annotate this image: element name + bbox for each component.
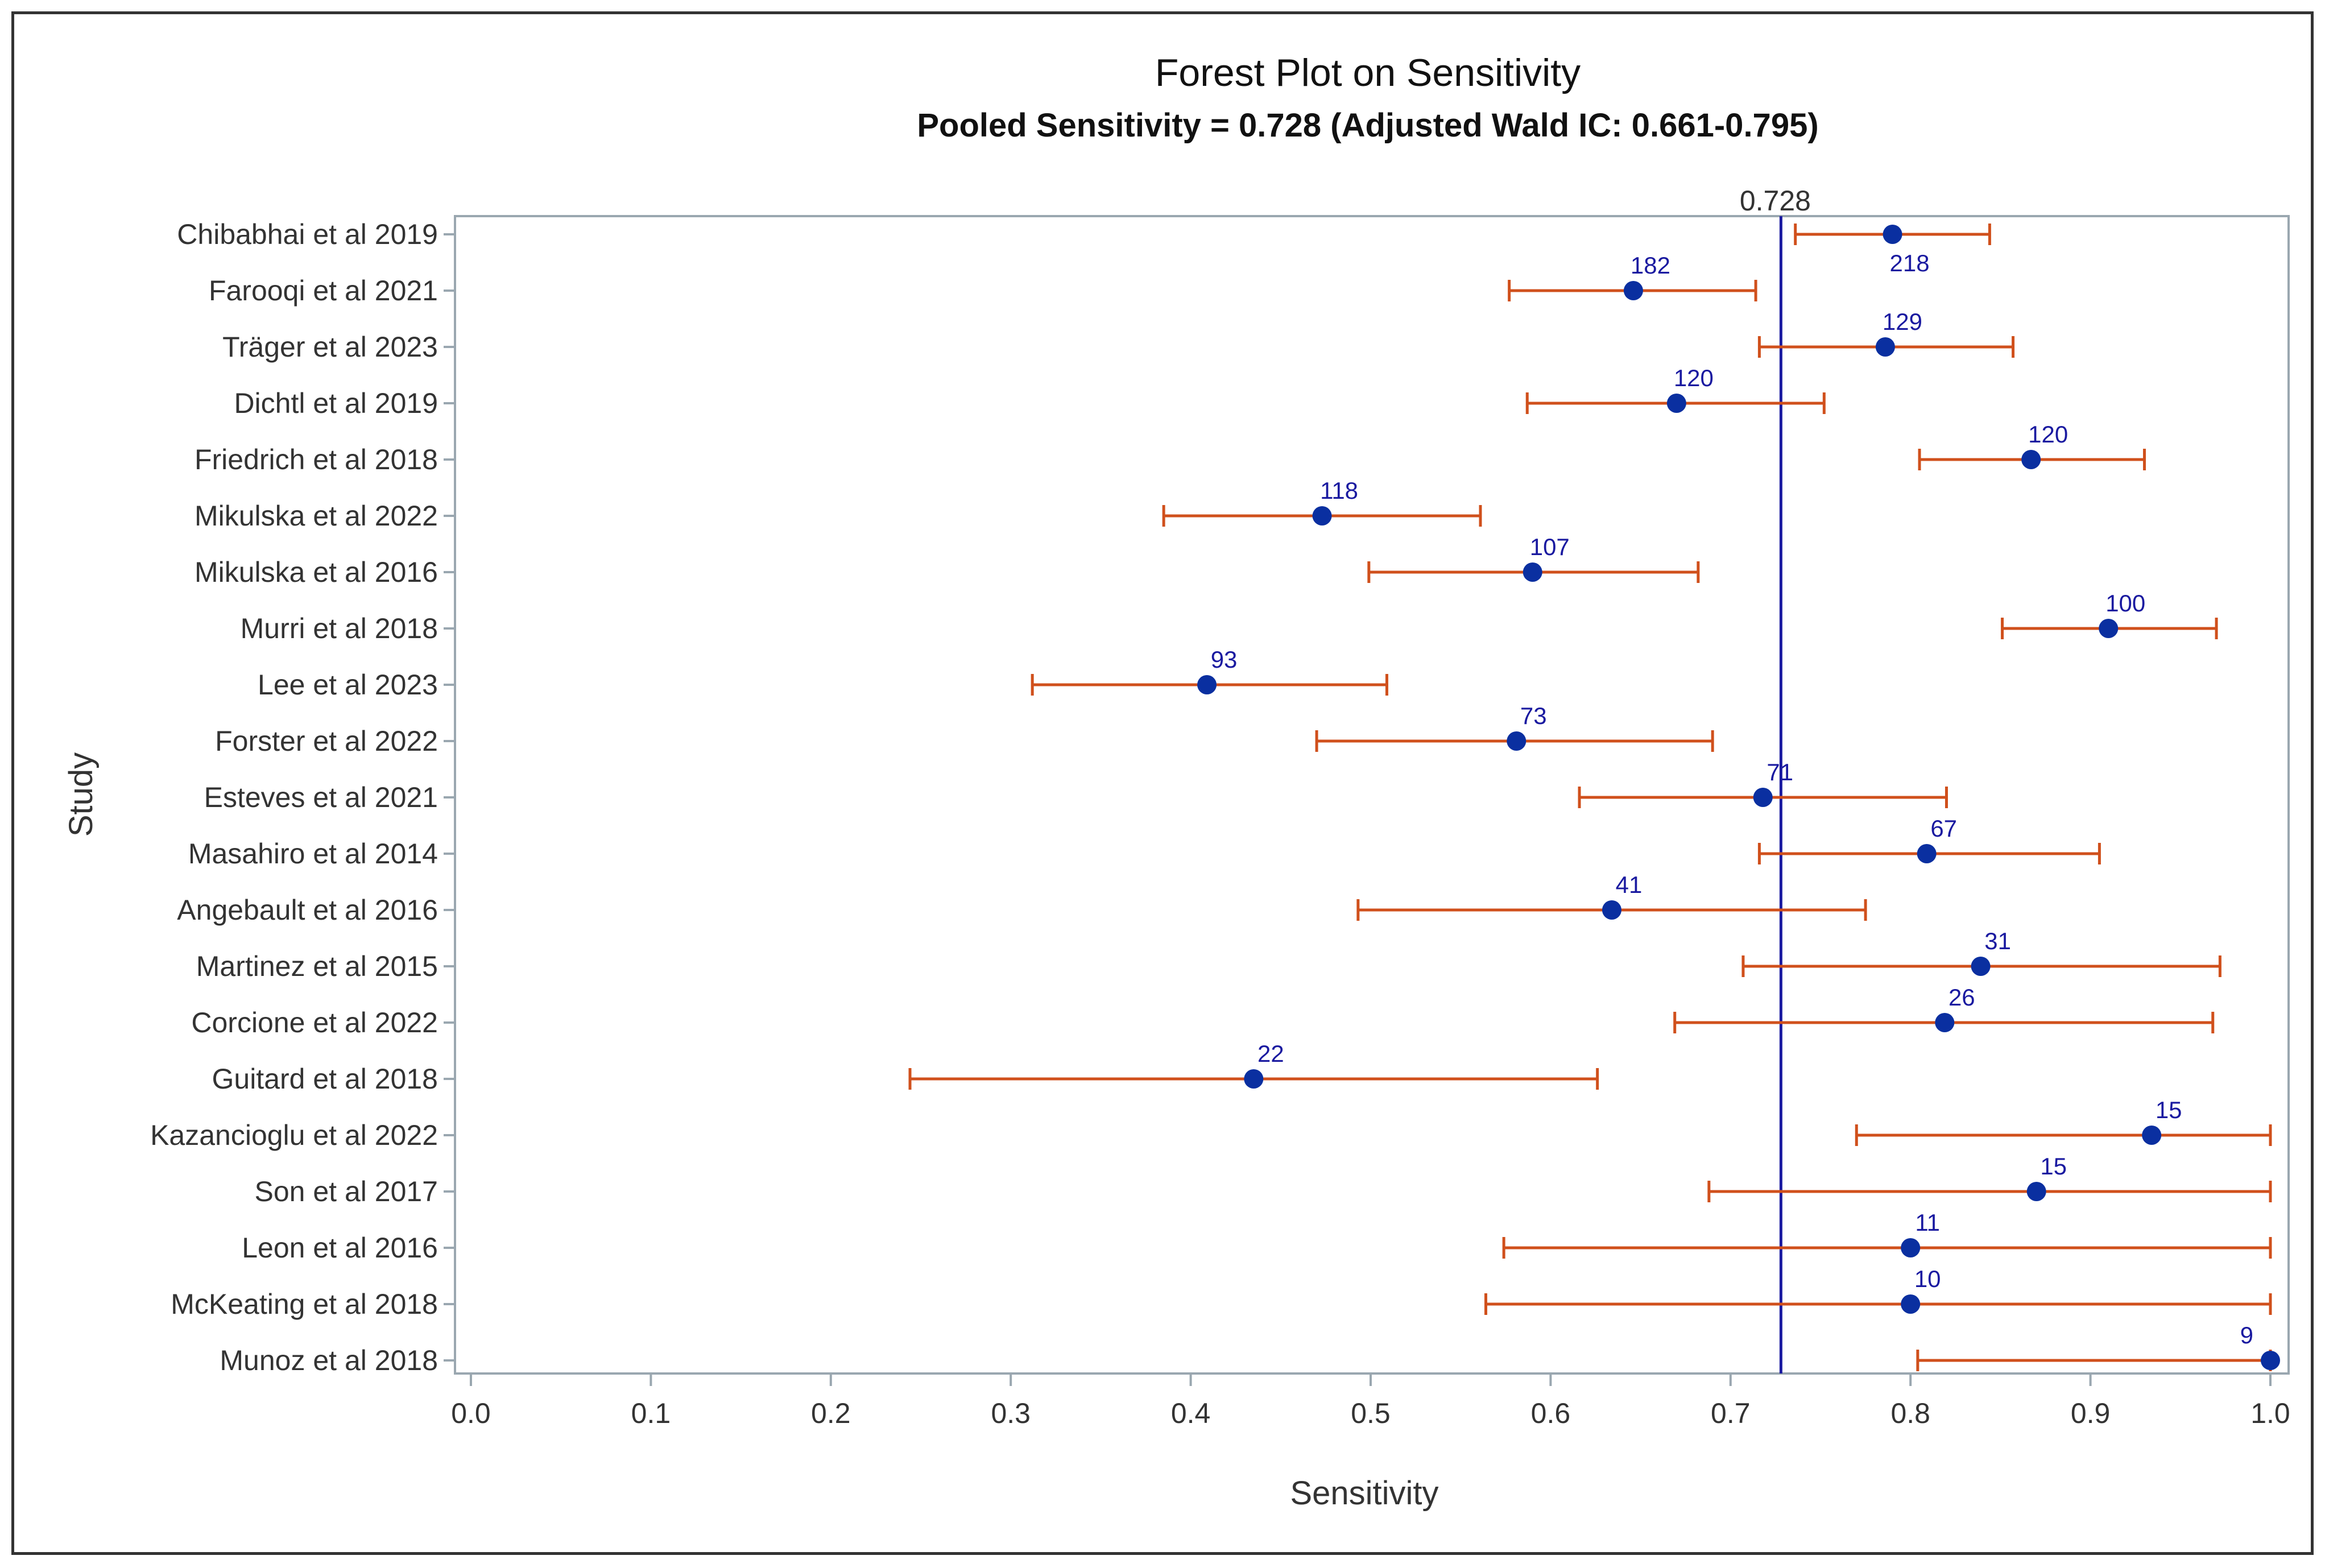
study-label: Masahiro et al 2014 bbox=[188, 838, 438, 870]
x-tick-label: 0.4 bbox=[1171, 1397, 1211, 1429]
y-axis-label: Study bbox=[63, 752, 100, 837]
sample-size-label: 22 bbox=[1257, 1040, 1284, 1067]
sample-size-label: 15 bbox=[2040, 1153, 2067, 1180]
sample-size-label: 9 bbox=[2240, 1322, 2253, 1348]
point-estimate bbox=[1753, 788, 1773, 807]
point-estimate bbox=[1244, 1069, 1264, 1089]
study-label: Mikulska et al 2016 bbox=[195, 556, 438, 588]
x-tick-label: 0.0 bbox=[451, 1397, 491, 1429]
study-label: Kazancioglu et al 2022 bbox=[150, 1119, 438, 1151]
sample-size-label: 120 bbox=[1674, 365, 1714, 391]
point-estimate bbox=[1901, 1294, 1921, 1314]
figure-frame: Forest Plot on Sensitivity Pooled Sensit… bbox=[11, 11, 2314, 1555]
point-estimate bbox=[2142, 1126, 2162, 1145]
sample-size-label: 100 bbox=[2105, 590, 2145, 617]
point-estimate bbox=[1602, 900, 1621, 920]
sample-size-label: 182 bbox=[1631, 252, 1670, 279]
sample-size-label: 11 bbox=[1915, 1209, 1940, 1236]
point-estimate bbox=[1917, 844, 1937, 863]
point-estimate bbox=[2021, 450, 2041, 469]
point-estimate bbox=[1901, 1238, 1921, 1257]
point-estimate bbox=[1623, 281, 1643, 300]
forest-plot: Forest Plot on Sensitivity Pooled Sensit… bbox=[63, 51, 2290, 1512]
sample-size-label: 15 bbox=[2156, 1097, 2182, 1123]
sample-size-label: 73 bbox=[1520, 702, 1547, 729]
x-tick-label: 0.3 bbox=[991, 1397, 1031, 1429]
sample-size-label: 31 bbox=[1984, 928, 2011, 954]
x-tick-label: 0.2 bbox=[811, 1397, 851, 1429]
sample-size-label: 118 bbox=[1320, 477, 1358, 504]
study-label: Forster et al 2022 bbox=[215, 725, 438, 757]
point-estimate bbox=[2099, 619, 2119, 638]
point-estimate bbox=[2026, 1182, 2046, 1201]
sample-size-label: 107 bbox=[1530, 533, 1570, 560]
point-estimate bbox=[1875, 337, 1895, 357]
x-tick-label: 0.7 bbox=[1711, 1397, 1751, 1429]
sample-size-label: 10 bbox=[1914, 1265, 1941, 1292]
study-label: Corcione et al 2022 bbox=[191, 1007, 438, 1039]
plot-area bbox=[454, 215, 2290, 1375]
chart-title: Forest Plot on Sensitivity bbox=[1155, 51, 1581, 94]
study-label: Dichtl et al 2019 bbox=[234, 387, 438, 419]
x-tick-label: 0.6 bbox=[1531, 1397, 1571, 1429]
point-estimate bbox=[1935, 1013, 1955, 1032]
sample-size-label: 71 bbox=[1766, 759, 1793, 785]
sample-size-label: 41 bbox=[1616, 871, 1643, 898]
sample-size-label: 93 bbox=[1211, 646, 1238, 673]
study-label: Son et al 2017 bbox=[255, 1176, 438, 1207]
sample-size-label: 129 bbox=[1883, 308, 1922, 335]
study-label: Martinez et al 2015 bbox=[196, 950, 438, 982]
study-label: Leon et al 2016 bbox=[242, 1232, 438, 1264]
study-label: Farooqi et al 2021 bbox=[209, 275, 438, 307]
study-label: McKeating et al 2018 bbox=[171, 1288, 438, 1320]
study-label: Munoz et al 2018 bbox=[220, 1344, 438, 1376]
point-estimate bbox=[1971, 957, 1991, 976]
study-label: Mikulska et al 2022 bbox=[195, 500, 438, 532]
chart-subtitle: Pooled Sensitivity = 0.728 (Adjusted Wal… bbox=[917, 107, 1818, 144]
study-label: Murri et al 2018 bbox=[241, 613, 438, 644]
study-label: Friedrich et al 2018 bbox=[195, 444, 438, 475]
study-label: Esteves et al 2021 bbox=[204, 781, 438, 813]
study-label: Guitard et al 2018 bbox=[212, 1063, 438, 1095]
study-label: Angebault et al 2016 bbox=[177, 894, 438, 926]
x-tick-label: 0.5 bbox=[1351, 1397, 1391, 1429]
x-tick-label: 0.9 bbox=[2071, 1397, 2111, 1429]
point-estimate bbox=[1883, 225, 1902, 244]
point-estimate bbox=[1312, 506, 1332, 526]
x-tick-label: 1.0 bbox=[2250, 1397, 2290, 1429]
point-estimate bbox=[1197, 675, 1217, 694]
x-axis-label: Sensitivity bbox=[1290, 1475, 1438, 1512]
point-estimate bbox=[1523, 562, 1542, 582]
sample-size-label: 67 bbox=[1930, 815, 1957, 842]
study-label: Träger et al 2023 bbox=[222, 331, 438, 363]
study-label: Chibabhai et al 2019 bbox=[177, 218, 438, 250]
point-estimate bbox=[2261, 1351, 2280, 1370]
point-estimate bbox=[1666, 394, 1686, 413]
sample-size-label: 218 bbox=[1890, 250, 1930, 276]
sample-size-label: 120 bbox=[2028, 421, 2068, 448]
study-label: Lee et al 2023 bbox=[258, 669, 438, 701]
point-estimate bbox=[1507, 731, 1526, 751]
pooled-reference-label: 0.728 bbox=[1740, 185, 1811, 217]
x-tick-label: 0.1 bbox=[631, 1397, 671, 1429]
sample-size-label: 26 bbox=[1948, 984, 1975, 1011]
x-tick-label: 0.8 bbox=[1890, 1397, 1930, 1429]
